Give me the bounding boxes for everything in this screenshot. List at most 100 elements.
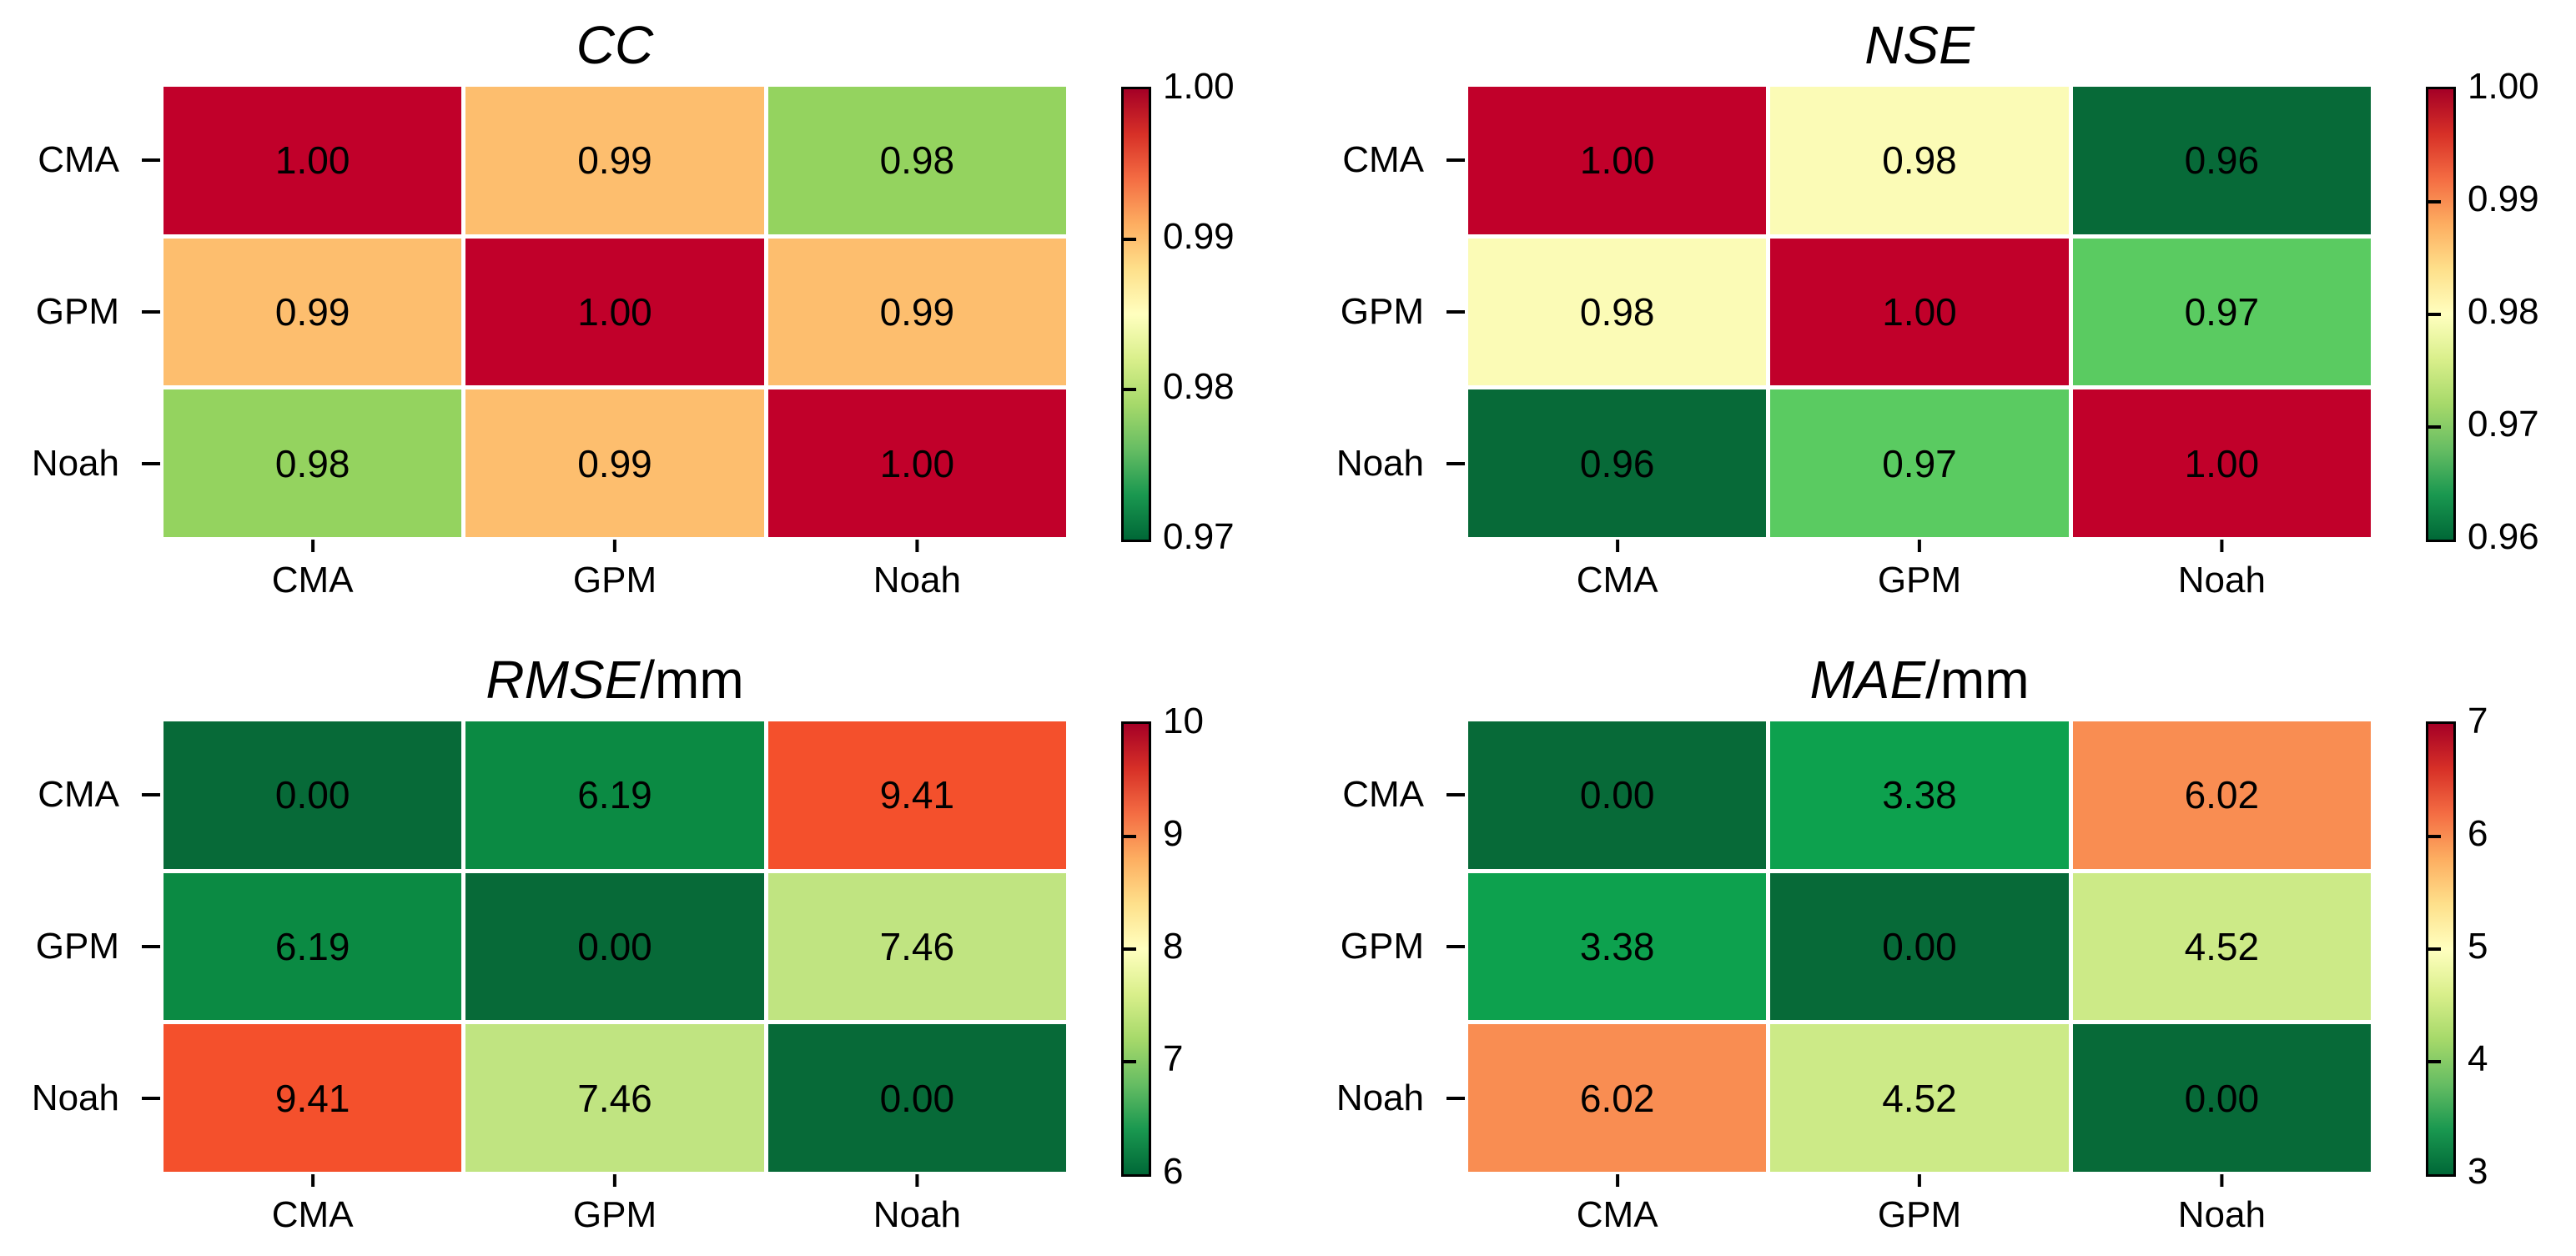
col-label: Noah [2177,1194,2266,1235]
y-tick: GPM [1341,926,1465,967]
row-label: GPM [35,926,119,967]
chart-title: NSE [1468,12,2371,78]
colorbar-labels: 10 9 8 7 6 [1163,701,1296,1192]
colorbar-label: 9 [1163,813,1184,854]
heatmap-cell: 7.46 [767,872,1066,1021]
x-axis: CMA GPM Noah [1468,537,2371,646]
y-axis: CMA GPM Noah [0,721,160,1172]
heatmap-cell: 3.38 [1770,721,2069,869]
col-label: Noah [873,560,961,600]
y-tick-mark [1446,793,1465,797]
colorbar-tick [1124,835,1136,838]
heatmap-cell: 0.98 [1770,87,2069,234]
heatmap-cell: 1.00 [1468,87,1767,234]
chart-title: MAE/mm [1468,646,2371,713]
chart-title-metric: MAE [1809,650,1926,710]
heatmap-cc: 1.00 0.99 0.98 0.99 1.00 0.99 0.98 0.99 1.00 [164,87,1066,537]
y-axis: CMA GPM Noah [0,87,160,537]
col-label: CMA [1576,560,1658,600]
colorbar-tick [1124,947,1136,951]
heatmap-cell: 9.41 [164,1024,462,1172]
y-tick-mark [1446,158,1465,163]
row-label: CMA [38,774,119,816]
y-tick: GPM [36,291,160,333]
heatmap-cell: 0.96 [1468,389,1767,537]
colorbar-label: 1.00 [1163,66,1235,107]
colorbar-tick [2428,200,2441,203]
colorbar-label: 7 [2468,701,2488,741]
col-label: CMA [271,560,354,600]
col-label: Noah [2177,560,2266,600]
colorbar-label: 3 [2468,1151,2488,1192]
x-tick: Noah [2178,537,2266,601]
colorbar-tick [1124,237,1136,241]
y-tick-mark [142,945,160,948]
y-tick-mark [142,1096,160,1100]
x-tick-mark [612,540,616,552]
row-label: GPM [1340,291,1424,332]
x-tick-mark [915,1174,919,1187]
colorbar-labels: 7 6 5 4 3 [2468,701,2576,1192]
heatmap-cell: 1.00 [164,87,462,234]
col-label: GPM [1877,1194,1962,1235]
chart-title: RMSE/mm [164,646,1066,713]
y-tick: Noah [1336,443,1465,485]
heatmap-cell: 6.19 [465,721,764,869]
colorbar-label: 10 [1163,701,1204,741]
x-tick: GPM [1878,1172,1961,1236]
heatmap-cell: 0.99 [465,87,764,234]
panel-rmse: RMSE/mm 0.00 6.19 9.41 6.19 0.00 7.46 9.41 7.46 0… [0,628,1288,1256]
heatmap-cell: 0.00 [2072,1024,2371,1172]
y-axis: CMA GPM Noah [1288,721,1465,1172]
x-tick-mark [612,1174,616,1187]
heatmap-cell: 0.00 [1770,872,2069,1021]
x-tick-mark [2220,1174,2224,1187]
col-label: CMA [1576,1194,1658,1235]
heatmap-cell: 1.00 [465,238,764,386]
y-tick: Noah [1336,1078,1465,1119]
x-tick: Noah [873,1172,961,1236]
row-label: GPM [1340,926,1424,967]
x-tick-mark [1615,540,1619,552]
x-tick: CMA [272,1172,354,1236]
chart-title-metric: CC [576,15,654,75]
y-tick-mark [142,461,160,465]
y-tick-mark [142,158,160,163]
y-tick-mark [1446,310,1465,314]
colorbar-label: 0.99 [2468,178,2539,219]
col-label: Noah [873,1194,961,1235]
row-label: Noah [1336,442,1424,484]
x-tick: Noah [2178,1172,2266,1236]
colorbar-tick [1124,388,1136,392]
colorbar-label: 0.98 [2468,291,2539,332]
colorbar [1121,721,1151,1177]
colorbar-label: 0.98 [1163,366,1235,408]
colorbar-label: 1.00 [2468,66,2539,107]
y-tick-mark [1446,1096,1465,1100]
x-tick-mark [2220,540,2224,552]
heatmap-cell: 4.52 [2072,872,2371,1021]
heatmap-cell: 0.99 [767,238,1066,386]
row-label: CMA [1342,139,1424,181]
x-axis: CMA GPM Noah [164,537,1066,646]
heatmap-cell: 1.00 [2072,389,2371,537]
y-tick-mark [1446,461,1465,465]
heatmap-cell: 1.00 [767,389,1066,537]
row-label: GPM [35,291,119,332]
colorbar-label: 5 [2468,926,2488,967]
heatmap-cell: 0.99 [465,389,764,537]
row-label: CMA [1342,774,1424,816]
heatmap-cell: 0.97 [2072,238,2371,386]
heatmap-cell: 6.02 [2072,721,2371,869]
colorbar-tick [2428,313,2441,316]
x-axis: CMA GPM Noah [164,1172,1066,1256]
colorbar-label: 0.96 [2468,516,2539,557]
heatmap-cell: 0.98 [1468,238,1767,386]
col-label: GPM [572,1194,657,1235]
y-tick-mark [142,793,160,797]
heatmap-cell: 0.97 [1770,389,2069,537]
chart-title: CC [164,12,1066,78]
x-tick-mark [1615,1174,1619,1187]
colorbar-tick [2428,1060,2441,1063]
